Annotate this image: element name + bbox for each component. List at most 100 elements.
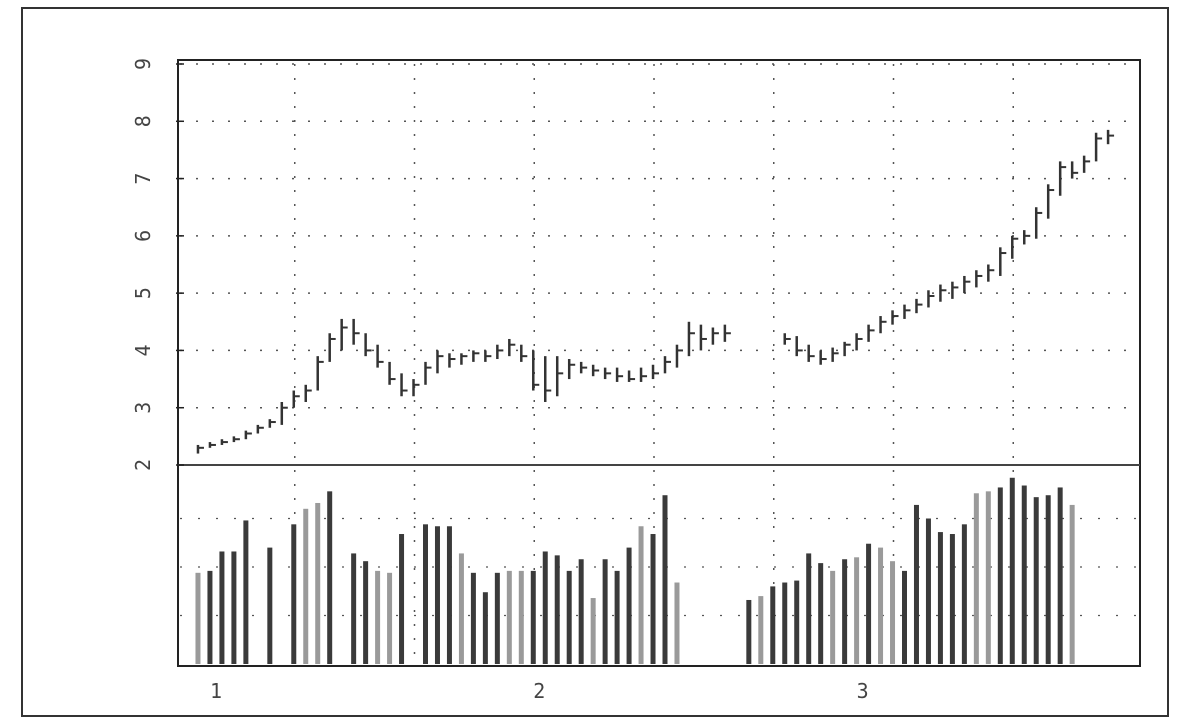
ohlc-bar bbox=[1023, 230, 1031, 245]
volume-bar bbox=[399, 534, 405, 664]
ohlc-bar bbox=[496, 344, 504, 360]
volume-bar bbox=[770, 586, 776, 664]
ohlc-bar bbox=[304, 384, 312, 402]
ohlc-bar bbox=[831, 347, 839, 362]
volume-bar bbox=[662, 495, 668, 664]
volume-bar bbox=[890, 561, 896, 664]
ohlc-bar bbox=[891, 310, 899, 325]
ohlc-bar bbox=[867, 324, 875, 342]
y-tick-label: 6 bbox=[131, 230, 155, 242]
volume-bar bbox=[243, 520, 249, 664]
volume-bar bbox=[949, 534, 955, 664]
ohlc-bar bbox=[1058, 161, 1067, 196]
y-tick-label: 2 bbox=[131, 459, 155, 471]
volume-bar bbox=[806, 553, 812, 664]
ohlc-bar bbox=[268, 419, 276, 428]
ohlc-bar bbox=[555, 356, 564, 397]
volume-bar bbox=[925, 518, 931, 664]
plot-frame bbox=[177, 59, 1141, 667]
volume-bar bbox=[650, 534, 656, 664]
ohlc-bar bbox=[699, 324, 707, 351]
volume-bar bbox=[1045, 495, 1051, 664]
volume-bar bbox=[854, 557, 860, 664]
x-tick-label: 1 bbox=[210, 679, 222, 703]
volume-bar bbox=[878, 547, 884, 664]
ohlc-bar bbox=[448, 353, 456, 368]
ohlc-bar bbox=[520, 344, 528, 362]
volume-bar bbox=[626, 547, 632, 664]
ohlc-bar bbox=[256, 424, 264, 434]
ohlc-bar bbox=[591, 364, 600, 377]
ohlc-bar bbox=[723, 324, 731, 342]
ohlc-bar bbox=[364, 333, 372, 357]
ohlc-bar bbox=[1094, 132, 1103, 162]
ohlc-bar bbox=[532, 350, 540, 391]
ohlc-bar bbox=[819, 350, 827, 365]
y-tick-label: 7 bbox=[131, 173, 155, 185]
ohlc-bar bbox=[987, 264, 995, 282]
ohlc-bar bbox=[388, 361, 396, 385]
volume-bar bbox=[937, 532, 943, 664]
x-tick-label: 3 bbox=[857, 679, 869, 703]
volume-bar bbox=[207, 570, 213, 664]
volume-bar bbox=[518, 570, 524, 664]
ohlc-bar bbox=[639, 367, 648, 382]
volume-bar bbox=[231, 551, 237, 664]
ohlc-bar bbox=[472, 350, 480, 362]
ohlc-bar bbox=[400, 373, 408, 397]
ohlc-bar bbox=[675, 344, 683, 368]
ohlc-bar bbox=[196, 444, 204, 454]
ohlc-bar bbox=[975, 270, 983, 288]
ohlc-bar bbox=[687, 321, 695, 357]
ohlc-bar bbox=[999, 247, 1007, 276]
volume-bar bbox=[542, 551, 548, 664]
ohlc-bar bbox=[484, 350, 492, 362]
ohlc-bar bbox=[544, 356, 552, 402]
volume-bar bbox=[758, 596, 764, 664]
ohlc-bar bbox=[603, 367, 612, 380]
volume-bar bbox=[1069, 504, 1075, 664]
volume-bar bbox=[303, 508, 309, 664]
ohlc-bar bbox=[208, 442, 216, 448]
volume-bar bbox=[446, 526, 452, 664]
y-axis-ticks: 2 3 4 5 6 7 8 9 bbox=[131, 58, 184, 471]
ohlc-bar bbox=[436, 350, 444, 374]
volume-bar bbox=[602, 559, 608, 664]
ohlc-bar bbox=[627, 370, 636, 382]
y-tick-label: 4 bbox=[131, 344, 155, 356]
volume-bar bbox=[506, 570, 512, 664]
volume-bar bbox=[794, 580, 800, 664]
ohlc-bar bbox=[1046, 184, 1055, 219]
ohlc-bar bbox=[412, 379, 420, 397]
volume-bar bbox=[482, 592, 488, 664]
grid-lines bbox=[180, 63, 1138, 664]
ohlc-bar bbox=[244, 430, 252, 440]
ohlc-bar bbox=[879, 316, 887, 334]
volume-bar bbox=[291, 524, 297, 664]
ohlc-bar bbox=[460, 353, 468, 365]
volume-bar bbox=[842, 559, 848, 664]
volume-bar bbox=[746, 599, 752, 664]
ohlc-bar bbox=[292, 390, 300, 408]
volume-bar bbox=[458, 553, 464, 664]
volume-bar bbox=[1057, 487, 1063, 664]
ohlc-bar bbox=[843, 341, 851, 357]
volume-bar bbox=[566, 570, 572, 664]
y-tick-label: 8 bbox=[131, 115, 155, 127]
ohlc-bar bbox=[424, 361, 432, 385]
ohlc-bar bbox=[615, 367, 624, 382]
volume-bar bbox=[913, 504, 919, 664]
x-axis-ticks: 1 2 3 bbox=[210, 679, 869, 703]
volume-bar bbox=[267, 547, 273, 664]
ohlc-bar bbox=[927, 290, 935, 308]
volume-bar bbox=[961, 524, 967, 664]
volume-bar bbox=[315, 502, 321, 664]
ohlc-bar bbox=[232, 436, 240, 443]
volume-bar bbox=[494, 572, 500, 664]
ohlc-bar bbox=[1082, 155, 1091, 173]
ohlc-bar bbox=[1070, 161, 1079, 179]
volume-bar bbox=[985, 491, 991, 664]
volume-bar bbox=[818, 563, 824, 664]
